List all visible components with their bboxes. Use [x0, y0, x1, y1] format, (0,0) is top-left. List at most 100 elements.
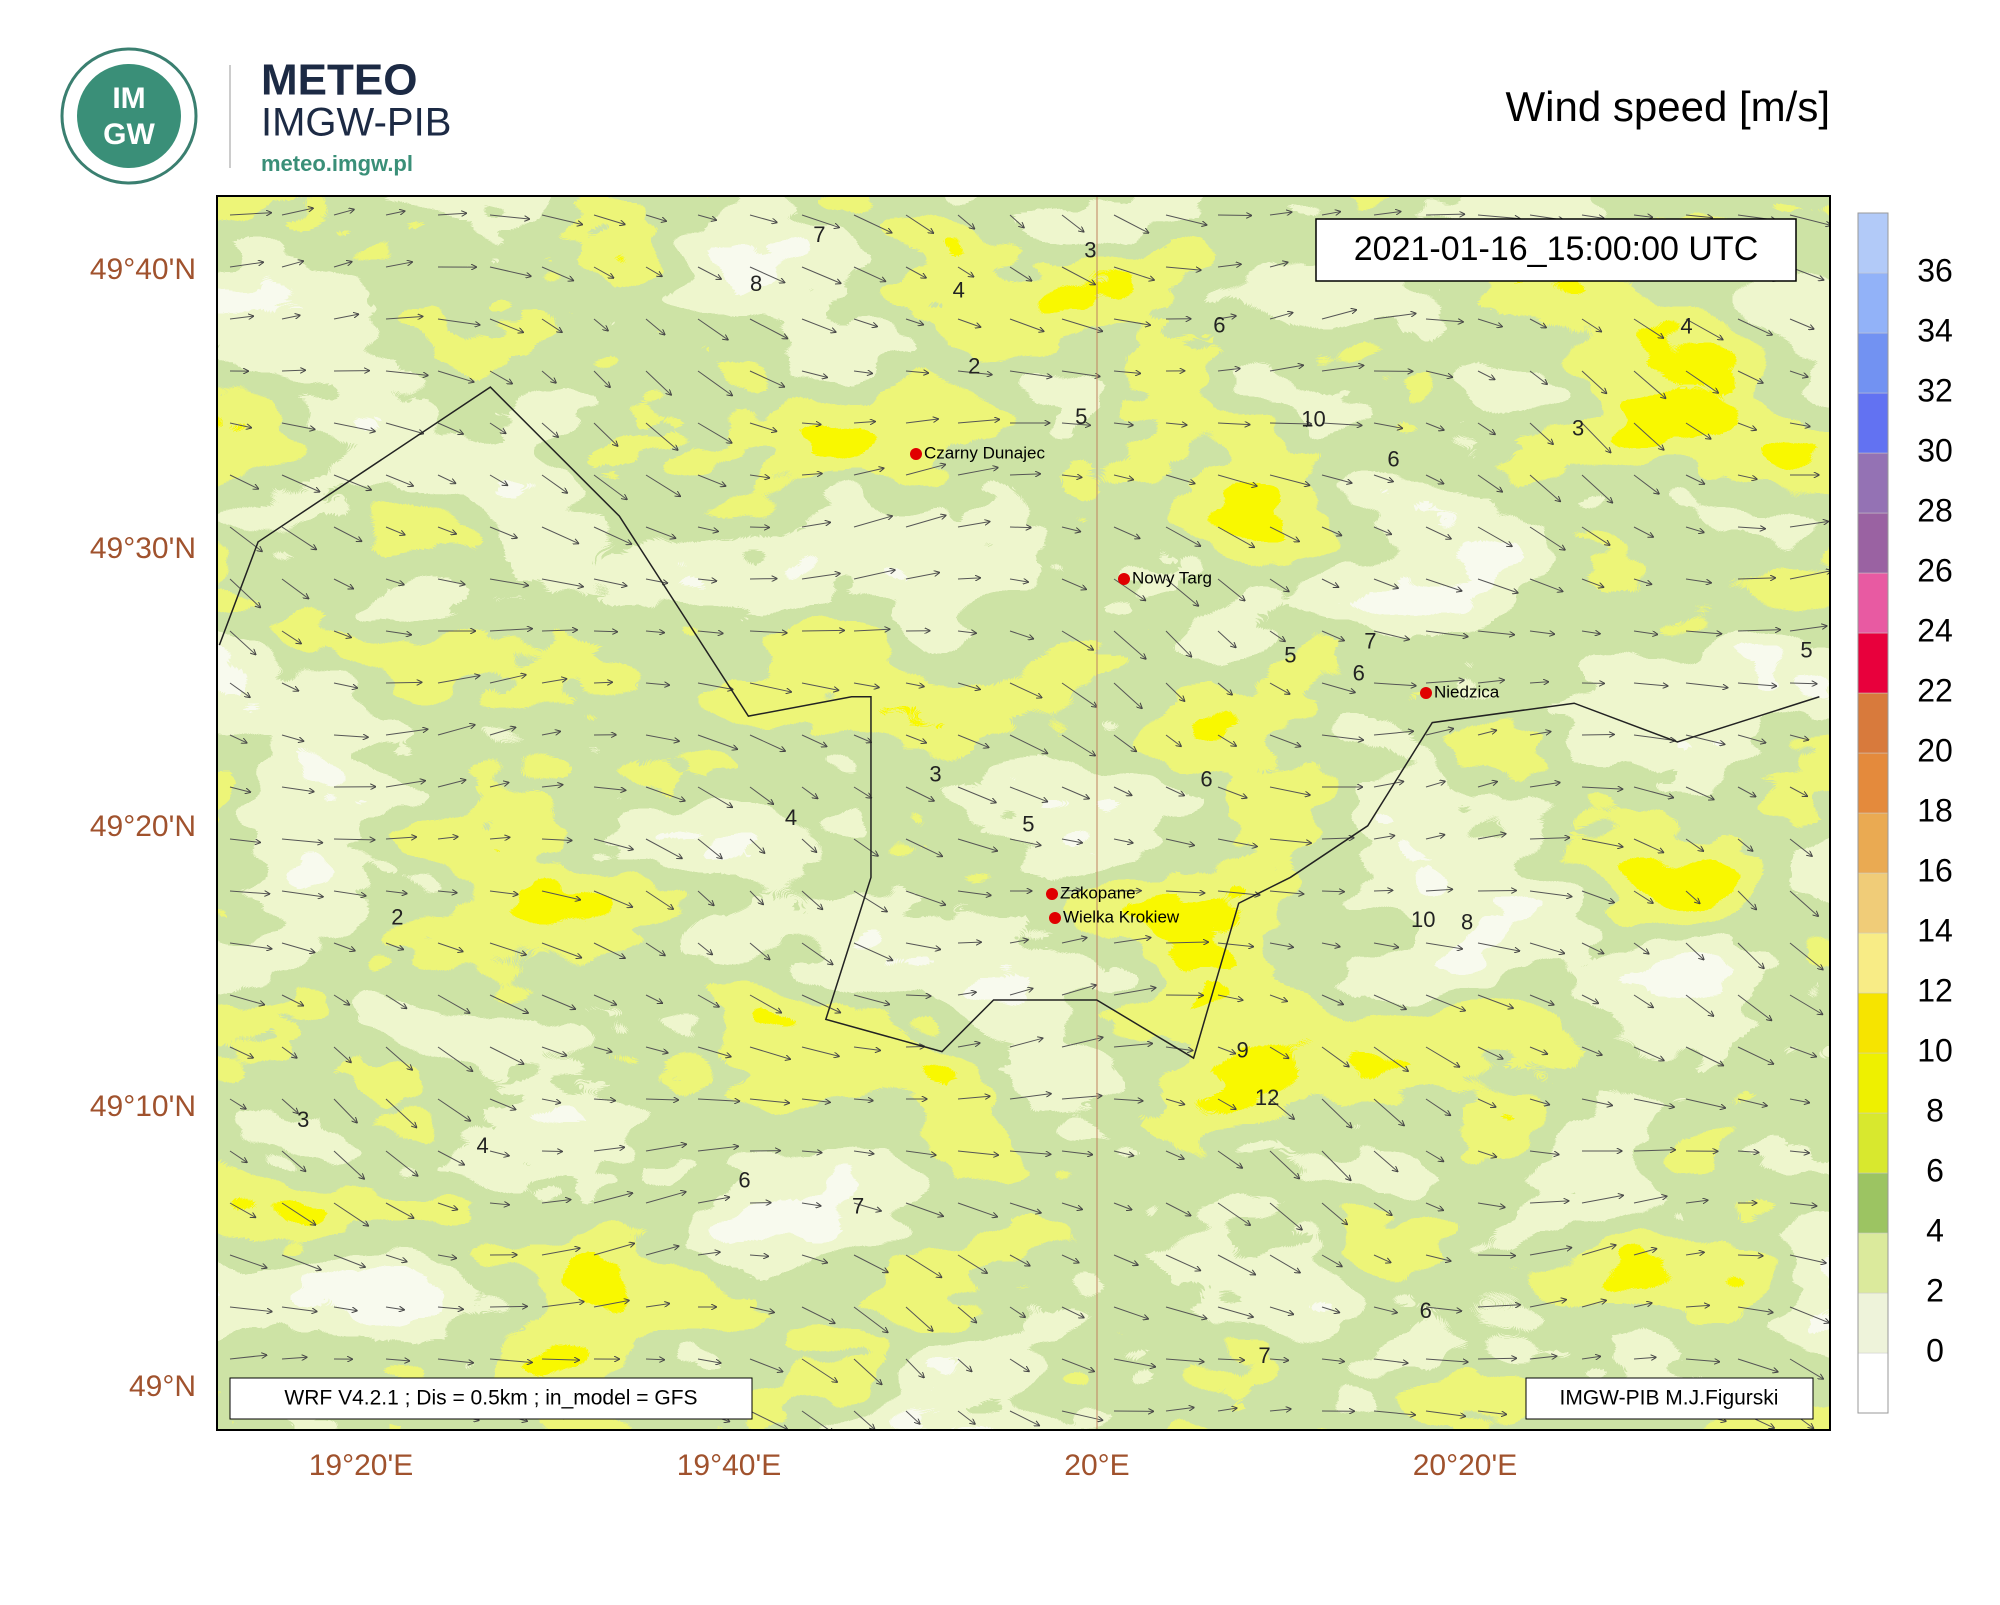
colorbar-label: 18 — [1917, 792, 1953, 828]
contour-label: 6 — [1200, 766, 1212, 791]
colorbar-box — [1858, 1353, 1888, 1413]
contour-label: 2 — [391, 905, 403, 930]
model-note: WRF V4.2.1 ; Dis = 0.5km ; in_model = GF… — [284, 1387, 697, 1410]
colorbar-box — [1858, 393, 1888, 453]
colorbar-box — [1858, 1113, 1888, 1173]
contour-label: 4 — [476, 1133, 488, 1158]
contour-label: 10 — [1301, 406, 1325, 431]
contour-label: 6 — [1387, 446, 1399, 471]
colorbar-label: 34 — [1917, 312, 1953, 348]
brand: METEO — [261, 56, 417, 105]
colorbar-label: 28 — [1917, 492, 1953, 528]
colorbar-label: 22 — [1917, 672, 1953, 708]
colorbar-box — [1858, 573, 1888, 633]
contour-label: 8 — [1461, 910, 1473, 935]
contour-label: 4 — [1680, 314, 1692, 339]
city-dot — [1046, 888, 1058, 900]
city-dot — [910, 448, 922, 460]
contour-label: 8 — [750, 271, 762, 296]
contour-label: 6 — [1353, 661, 1365, 686]
colorbar-label: 30 — [1917, 432, 1953, 468]
wind-arrow — [802, 630, 844, 631]
contour-label: 3 — [1572, 415, 1584, 440]
contour-label: 5 — [1284, 643, 1296, 668]
lon-label: 19°40'E — [677, 1449, 781, 1482]
lat-label: 49°30'N — [90, 532, 196, 565]
colorbar-label: 0 — [1926, 1332, 1944, 1368]
wind-arrow — [1218, 215, 1251, 216]
contour-label: 3 — [1084, 237, 1096, 262]
timestamp: 2021-01-16_15:00:00 UTC — [1354, 230, 1759, 268]
wind-arrow — [1374, 890, 1392, 891]
city-dot — [1420, 687, 1432, 699]
colorbar-box — [1858, 453, 1888, 513]
city-label: Niedzica — [1434, 682, 1500, 701]
city-label: Nowy Targ — [1132, 568, 1212, 587]
colorbar-label: 8 — [1926, 1092, 1944, 1128]
contour-label: 7 — [1364, 628, 1376, 653]
colorbar-label: 4 — [1926, 1212, 1944, 1248]
city-label: Czarny Dunajec — [924, 443, 1045, 462]
credit: IMGW-PIB M.J.Figurski — [1560, 1387, 1779, 1410]
lon-label: 20°20'E — [1413, 1449, 1517, 1482]
city-dot — [1049, 912, 1061, 924]
colorbar-label: 26 — [1917, 552, 1953, 588]
colorbar-box — [1858, 873, 1888, 933]
url: meteo.imgw.pl — [261, 151, 413, 176]
wind-arrow — [1478, 1255, 1515, 1256]
city-label: Wielka Krokiew — [1063, 907, 1180, 926]
colorbar-box — [1858, 993, 1888, 1053]
colorbar-label: 6 — [1926, 1152, 1944, 1188]
brand-sub: IMGW-PIB — [261, 101, 451, 145]
city-dot — [1118, 573, 1130, 585]
colorbar-box — [1858, 633, 1888, 693]
colorbar-box — [1858, 333, 1888, 393]
contour-label: 10 — [1411, 907, 1435, 932]
contour-label: 5 — [1800, 637, 1812, 662]
contour-label: 3 — [929, 761, 941, 786]
contour-label: 5 — [1075, 404, 1087, 429]
logo: IM GW — [62, 49, 230, 183]
colorbar-box — [1858, 1173, 1888, 1233]
colorbar-label: 14 — [1917, 912, 1953, 948]
colorbar-label: 16 — [1917, 852, 1953, 888]
lat-label: 49°40'N — [90, 253, 196, 286]
colorbar-box — [1858, 693, 1888, 753]
contour-label: 9 — [1236, 1037, 1248, 1062]
colorbar-box — [1858, 273, 1888, 333]
contour-label: 5 — [1022, 812, 1034, 837]
colorbar-label: 10 — [1917, 1032, 1953, 1068]
wind-arrow — [542, 1151, 562, 1152]
wind-arrow — [1478, 1358, 1516, 1359]
contour-label: 4 — [785, 805, 797, 830]
colorbar-label: 32 — [1917, 372, 1953, 408]
contour-label: 7 — [1258, 1343, 1270, 1368]
lon-label: 20°E — [1064, 1449, 1129, 1482]
colorbar-label: 2 — [1926, 1272, 1944, 1308]
colorbar-label: 24 — [1917, 612, 1953, 648]
wind-arrow — [490, 1306, 527, 1307]
colorbar-label: 20 — [1917, 732, 1953, 768]
contour-label: 2 — [968, 354, 980, 379]
colorbar-label: 36 — [1917, 252, 1953, 288]
lon-label: 19°20'E — [309, 1449, 413, 1482]
lat-label: 49°20'N — [90, 810, 196, 843]
colorbar-box — [1858, 213, 1888, 273]
contour-label: 3 — [297, 1107, 309, 1132]
logo-text: IM — [112, 82, 145, 115]
wind-arrow — [1010, 527, 1031, 528]
colorbar-box — [1858, 1053, 1888, 1113]
colorbar-label: 12 — [1917, 972, 1953, 1008]
colorbar-box — [1858, 933, 1888, 993]
contour-label: 6 — [1420, 1298, 1432, 1323]
contour-label: 6 — [738, 1168, 750, 1193]
colorbar-box — [1858, 753, 1888, 813]
contour-label: 12 — [1255, 1085, 1279, 1110]
colorbar-box — [1858, 1293, 1888, 1353]
logo-text: GW — [103, 118, 155, 151]
title: Wind speed [m/s] — [1506, 83, 1830, 130]
colorbar-box — [1858, 1233, 1888, 1293]
lat-label: 49°10'N — [90, 1090, 196, 1123]
